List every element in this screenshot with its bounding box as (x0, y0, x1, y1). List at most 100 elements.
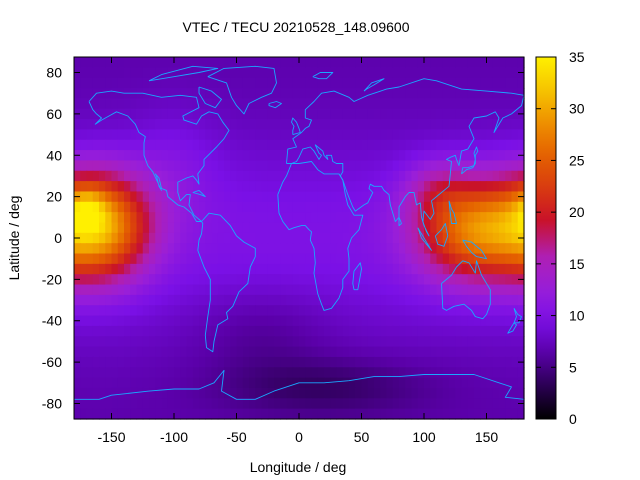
heatmap-cell (267, 77, 275, 89)
heatmap-cell (480, 212, 488, 224)
heatmap-cell (442, 315, 450, 327)
heatmap-cell (249, 98, 256, 110)
heatmap-cell (286, 336, 294, 348)
heatmap-cell (224, 253, 231, 265)
heatmap-cell (280, 181, 288, 193)
heatmap-cell (486, 129, 494, 141)
coastline-svalbard (312, 72, 334, 80)
heatmap-cell (111, 253, 119, 265)
heatmap-cell (136, 263, 144, 275)
heatmap-cell (267, 387, 275, 399)
heatmap-cell (274, 274, 281, 286)
heatmap-cell (399, 150, 406, 162)
heatmap-cell (411, 150, 419, 162)
heatmap-cell (305, 367, 313, 379)
heatmap-cell (386, 57, 394, 68)
heatmap-cell (461, 367, 469, 379)
heatmap-cell (117, 129, 125, 141)
heatmap-cell (105, 150, 113, 162)
heatmap-cell (236, 201, 244, 213)
heatmap-cell (161, 336, 169, 348)
heatmap-cell (192, 346, 200, 358)
heatmap-cell (386, 88, 394, 99)
heatmap-cell (374, 377, 381, 389)
heatmap-cell (361, 387, 369, 399)
heatmap-cell (392, 201, 400, 213)
heatmap-cell (499, 191, 506, 203)
heatmap-cell (461, 232, 469, 244)
heatmap-cell (186, 98, 194, 110)
heatmap-cell (492, 325, 500, 337)
heatmap-cell (442, 139, 450, 151)
heatmap-cell (499, 57, 506, 68)
heatmap-cell (442, 398, 450, 410)
heatmap-cell (142, 398, 150, 410)
heatmap-cell (355, 284, 363, 296)
heatmap-cell (336, 191, 344, 203)
heatmap-cell (399, 170, 406, 182)
heatmap-cell (292, 387, 300, 399)
heatmap-cell (424, 108, 431, 120)
heatmap-cell (505, 294, 513, 306)
heatmap-cell (361, 77, 369, 89)
heatmap-cell (392, 108, 400, 120)
heatmap-cell (142, 212, 150, 224)
heatmap-cell (86, 119, 94, 130)
heatmap-cell (417, 305, 425, 317)
heatmap-cell (242, 325, 250, 337)
heatmap-cell (161, 119, 169, 130)
heatmap-cell (92, 191, 100, 203)
heatmap-cell (142, 356, 150, 368)
heatmap-cell (117, 408, 125, 420)
heatmap-cell (342, 294, 350, 306)
heatmap-cell (192, 253, 200, 265)
heatmap-cell (111, 212, 119, 224)
heatmap-cell (492, 398, 500, 410)
heatmap-cell (467, 222, 475, 234)
heatmap-cell (324, 377, 331, 389)
heatmap-cell (111, 129, 119, 141)
heatmap-cell (330, 119, 338, 130)
heatmap-cell (230, 356, 238, 368)
heatmap-cell (267, 325, 275, 337)
heatmap-cell (330, 243, 338, 255)
heatmap-cell (155, 346, 163, 358)
heatmap-cell (449, 108, 456, 120)
heatmap-cell (92, 284, 100, 296)
heatmap-cell (380, 201, 388, 213)
heatmap-cell (224, 356, 231, 368)
heatmap-cell (324, 191, 331, 203)
heatmap-cell (86, 129, 94, 141)
heatmap-cell (342, 274, 350, 286)
heatmap-cell (311, 387, 319, 399)
heatmap-cell (180, 305, 188, 317)
heatmap-cell (174, 387, 181, 399)
heatmap-cell (74, 129, 81, 141)
heatmap-cell (511, 263, 519, 275)
heatmap-cell (492, 170, 500, 182)
heatmap-cell (330, 253, 338, 265)
heatmap-cell (392, 274, 400, 286)
heatmap-cell (499, 325, 506, 337)
heatmap-cell (349, 232, 356, 244)
heatmap-cell (155, 139, 163, 151)
heatmap-cell (380, 274, 388, 286)
heatmap-cell (105, 77, 113, 89)
heatmap-cell (242, 170, 250, 182)
heatmap-cell (461, 305, 469, 317)
heatmap-cell (317, 170, 325, 182)
heatmap-cell (286, 408, 294, 420)
heatmap-cell (149, 67, 156, 79)
heatmap-cell (305, 243, 313, 255)
heatmap-cell (474, 367, 481, 379)
heatmap-cell (211, 160, 219, 172)
heatmap-cell (286, 377, 294, 389)
heatmap-cell (174, 398, 181, 410)
heatmap-cell (274, 294, 281, 306)
heatmap-cell (255, 139, 263, 151)
heatmap-cell (499, 150, 506, 162)
heatmap-cell (311, 212, 319, 224)
heatmap-cell (317, 325, 325, 337)
heatmap-cell (267, 253, 275, 265)
heatmap-cell (424, 212, 431, 224)
